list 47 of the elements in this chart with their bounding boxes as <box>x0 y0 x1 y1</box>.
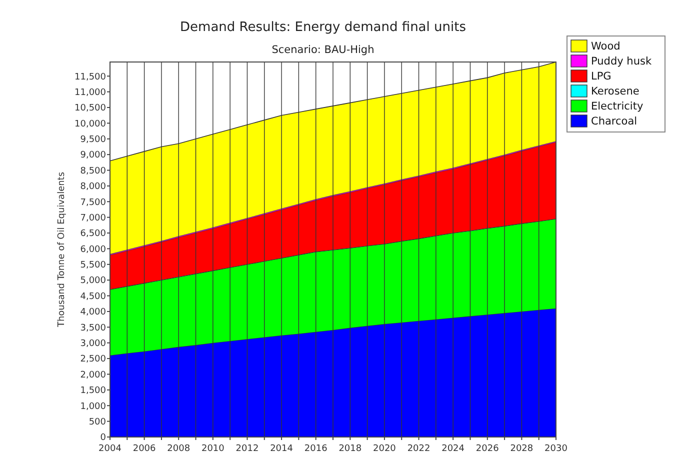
x-tick-label: 2026 <box>476 444 500 454</box>
legend-label: Puddy husk <box>591 56 652 68</box>
y-tick-label: 7,000 <box>80 213 106 224</box>
y-tick-label: 11,500 <box>74 72 106 82</box>
y-tick-label: 8,000 <box>80 182 106 192</box>
x-tick-label: 2016 <box>304 444 328 454</box>
y-tick-label: 7,500 <box>80 198 106 208</box>
y-tick-label: 3,500 <box>80 323 106 334</box>
y-tick-label: 8,500 <box>80 166 106 176</box>
y-tick-label: 5,000 <box>80 276 106 286</box>
x-tick-label: 2030 <box>544 444 568 454</box>
legend-label: Kerosene <box>591 86 640 98</box>
chart-title: Demand Results: Energy demand final units <box>180 20 466 35</box>
y-tick-label: 10,500 <box>74 104 106 114</box>
y-tick-label: 1,500 <box>80 386 106 396</box>
chart-subtitle: Scenario: BAU-High <box>272 44 374 56</box>
x-tick-label: 2024 <box>442 444 465 454</box>
y-tick-label: 3,000 <box>80 339 106 350</box>
legend-label: LPG <box>591 70 612 83</box>
x-tick-label: 2010 <box>201 444 225 454</box>
y-tick-label: 5,500 <box>80 260 106 271</box>
legend-label: Charcoal <box>591 116 638 128</box>
x-tick-label: 2020 <box>373 444 396 454</box>
y-tick-label: 10,000 <box>74 119 106 130</box>
x-tick-label: 2008 <box>167 444 190 454</box>
x-tick-label: 2014 <box>270 444 294 454</box>
y-tick-label: 4,000 <box>80 308 106 318</box>
y-tick-label: 500 <box>88 417 106 428</box>
x-tick-label: 2028 <box>510 444 534 454</box>
x-tick-label: 2004 <box>98 444 122 454</box>
y-tick-label: 9,000 <box>80 150 106 161</box>
x-tick-label: 2012 <box>236 444 259 454</box>
x-tick-label: 2022 <box>407 444 430 454</box>
y-tick-label: 1,000 <box>80 402 106 412</box>
legend-label: Wood <box>591 40 620 53</box>
y-tick-label: 11,000 <box>74 88 106 98</box>
y-tick-label: 6,500 <box>80 229 106 240</box>
y-tick-label: 0 <box>100 433 106 444</box>
y-tick-label: 2,500 <box>80 354 106 365</box>
y-tick-label: 9,500 <box>80 135 106 146</box>
y-tick-label: 2,000 <box>80 370 106 380</box>
y-tick-label: 4,500 <box>80 292 106 302</box>
x-tick-label: 2006 <box>132 444 156 454</box>
y-tick-label: 6,000 <box>80 244 106 255</box>
x-tick-label: 2018 <box>338 444 362 454</box>
y-axis-title: Thousand Tonne of Oil Equivalents <box>57 172 67 328</box>
legend-label: Electricity <box>591 100 644 113</box>
